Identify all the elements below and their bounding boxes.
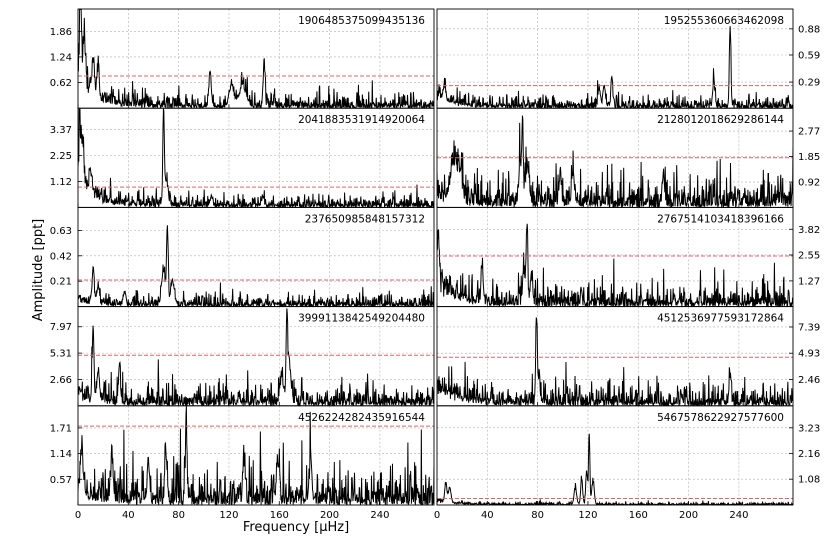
y-tick-label: 0.88 — [798, 24, 820, 35]
y-tick-label: 0.92 — [798, 178, 820, 189]
x-tick-label: 0 — [75, 510, 81, 521]
x-tick-label: 40 — [481, 510, 494, 521]
y-tick-label: 3.37 — [50, 125, 72, 136]
panels-group: 0.621.241.8619064853750994351360.290.590… — [50, 8, 820, 521]
x-tick-label: 200 — [320, 510, 339, 521]
panel-3: 0.92 1.85 2.77 2128012018629286144 — [436, 107, 820, 208]
x-tick-label: 160 — [270, 510, 289, 521]
y-tick-label: 0.29 — [798, 78, 820, 89]
spectrum-line — [437, 26, 793, 109]
y-axis-label: Amplitude [ppt] — [31, 219, 46, 322]
y-tick-label: 2.16 — [798, 449, 820, 460]
panel-frame — [436, 405, 794, 506]
x-tick-label: 80 — [172, 510, 185, 521]
spectrum-line — [437, 223, 793, 307]
panel-1: 0.29 0.59 0.88 195255360663462098 — [436, 8, 820, 109]
panel-7: 2.46 4.93 7.39 4512536977593172864 — [436, 306, 820, 407]
spectrum-line — [78, 406, 434, 505]
spectrum-line — [78, 9, 434, 109]
spectrum-line — [437, 433, 793, 505]
panel-title: 2767514103418396166 — [657, 213, 784, 225]
y-tick-label: 2.77 — [798, 127, 820, 138]
panel-title: 4512536977593172864 — [657, 313, 784, 325]
y-tick-label: 2.25 — [50, 151, 72, 162]
y-tick-label: 1.08 — [798, 475, 820, 486]
y-tick-label: 0.42 — [50, 251, 72, 262]
panel-9: 1.08 2.16 3.23 0 40 80 120 160 200 240 54675786229… — [434, 405, 820, 521]
panel-title: 1906485375099435136 — [298, 15, 425, 27]
x-tick-label: 240 — [729, 510, 748, 521]
panel-title: 2041883531914920064 — [298, 114, 425, 126]
panel-title: 3999113842549204480 — [298, 313, 425, 325]
y-tick-label: 1.86 — [50, 27, 72, 38]
x-tick-label: 200 — [679, 510, 698, 521]
y-tick-label: 0.62 — [50, 78, 72, 89]
y-tick-label: 3.23 — [798, 423, 820, 434]
y-tick-label: 1.14 — [50, 449, 72, 460]
x-tick-label: 240 — [370, 510, 389, 521]
y-tick-label: 5.31 — [50, 349, 72, 360]
x-tick-label: 160 — [629, 510, 648, 521]
y-tick-label: 1.12 — [50, 177, 72, 188]
y-tick-label: 0.21 — [50, 277, 72, 288]
y-tick-label: 1.24 — [50, 52, 72, 63]
y-tick-label: 2.66 — [50, 375, 72, 386]
panel-title: 5467578622927577600 — [657, 412, 784, 424]
x-axis-label: Frequency [μHz] — [243, 520, 349, 535]
x-tick-label: 120 — [219, 510, 238, 521]
panel-2: 1.12 2.25 3.37 2041883531914920064 — [50, 107, 435, 208]
x-tick-label: 80 — [531, 510, 544, 521]
panel-title: 2128012018629286144 — [657, 114, 784, 126]
y-tick-label: 4.93 — [798, 349, 820, 360]
y-tick-label: 2.55 — [798, 250, 820, 261]
y-tick-label: 1.85 — [798, 152, 820, 163]
panel-0: 0.62 1.24 1.86 1906485375099435136 — [50, 8, 435, 109]
y-tick-label: 0.59 — [798, 50, 820, 61]
panel-5: 1.27 2.55 3.82 2767514103418396166 — [436, 206, 820, 308]
y-tick-label: 1.27 — [798, 276, 820, 287]
y-tick-label: 1.71 — [50, 423, 72, 434]
panel-frame — [77, 405, 435, 506]
panel-title: 237650985848157312 — [305, 213, 425, 225]
y-tick-label: 3.82 — [798, 225, 820, 236]
spectrum-line — [437, 115, 793, 208]
x-tick-label: 0 — [434, 510, 440, 521]
y-tick-label: 0.57 — [50, 475, 72, 486]
y-tick-label: 7.97 — [50, 322, 72, 333]
panel-8: 0.57 1.14 1.71 0 40 80 120 160 200 240 45262242824… — [50, 405, 435, 521]
spectrum-line — [78, 308, 434, 406]
y-tick-label: 0.63 — [50, 226, 72, 237]
panel-6: 2.66 5.31 7.97 3999113842549204480 — [50, 306, 435, 407]
panel-4: 0.21 0.42 0.63 237650985848157312 — [50, 206, 435, 308]
spectrum-line — [437, 317, 793, 406]
panel-title: 195255360663462098 — [664, 15, 784, 27]
spectrum-line — [78, 225, 434, 307]
x-tick-label: 120 — [578, 510, 597, 521]
y-tick-label: 7.39 — [798, 322, 820, 333]
x-tick-label: 40 — [122, 510, 135, 521]
panel-title: 4526224282435916544 — [298, 412, 425, 424]
y-tick-label: 2.46 — [798, 375, 820, 386]
spectrum-line — [78, 108, 434, 208]
